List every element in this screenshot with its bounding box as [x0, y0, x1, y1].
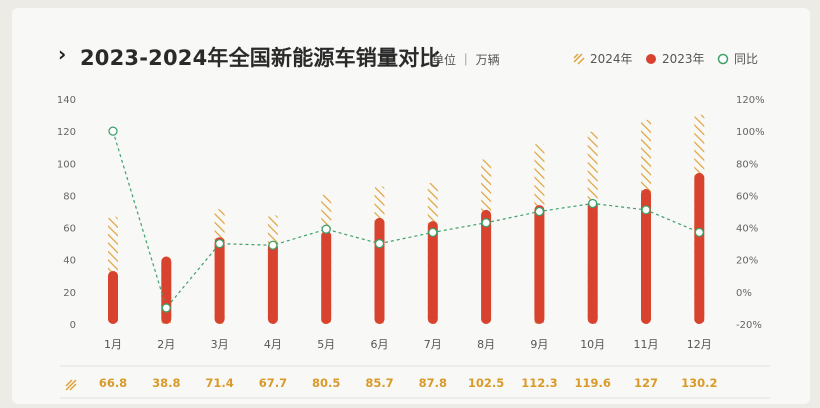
y-right-tick-label: 80%: [736, 159, 758, 170]
bar-2023: [161, 256, 172, 324]
value-label: 38.8: [152, 376, 180, 390]
title-chevron-icon: ›: [58, 42, 67, 66]
yoy-point: [161, 303, 171, 313]
yoy-point: [428, 227, 438, 238]
bar-2023: [267, 242, 278, 324]
yoy-point: [694, 227, 704, 238]
value-label: 67.7: [259, 376, 287, 390]
yoy-point: [481, 218, 491, 228]
legend-item-2024: 2024年: [573, 50, 633, 67]
y-right-tick-label: 60%: [736, 191, 758, 202]
y-right-tick-label: 0%: [736, 288, 752, 299]
yoy-point: [374, 238, 385, 249]
legend-label-2024: 2024年: [590, 52, 633, 66]
bar-2023: [374, 217, 385, 324]
x-tick-label: 6月: [371, 338, 389, 351]
y-right-tick-label: 40%: [736, 224, 758, 235]
bar-2023: [321, 230, 332, 324]
bar-2023: [641, 189, 651, 324]
chart-card: [12, 8, 810, 404]
bar-2023: [427, 221, 438, 324]
value-label: 66.8: [99, 376, 127, 390]
x-tick-label: 3月: [211, 338, 229, 351]
yoy-point: [214, 238, 225, 249]
bar-2023: [694, 172, 705, 324]
legend-item-2023: 2023年: [645, 50, 705, 67]
yoy-point: [321, 224, 331, 234]
value-label: 87.8: [419, 376, 447, 390]
y-right-tick-label: 20%: [736, 256, 758, 267]
legend-item-yoy: 同比: [717, 50, 758, 67]
unit-label: 单位 ｜ 万辆: [432, 53, 500, 67]
hatch-stroke: [65, 379, 77, 391]
y-left-tick-label: 40: [63, 256, 76, 267]
bar-2023: [587, 200, 598, 324]
x-tick-label: 5月: [317, 338, 335, 351]
yoy-point: [108, 126, 118, 136]
value-label: 80.5: [312, 376, 340, 390]
yoy-line: [112, 130, 700, 310]
value-label: 102.5: [468, 376, 504, 390]
bar-2023: [108, 270, 118, 324]
hatch-swatch-icon: [573, 52, 585, 65]
hatch-stroke: [65, 379, 73, 387]
value-label: 112.3: [521, 376, 557, 390]
x-tick-label: 11月: [634, 338, 659, 351]
chart-title: 2023-2024年全国新能源车销量对比: [80, 46, 441, 70]
x-tick-label: 1月: [104, 338, 122, 351]
value-label: 119.6: [575, 376, 611, 390]
bar-2023: [534, 205, 545, 324]
x-tick-label: 12月: [687, 338, 712, 351]
yoy-point: [641, 205, 651, 215]
value-label: 127: [634, 376, 658, 390]
y-left-tick-label: 100: [57, 159, 76, 170]
hatch-row-icon: [65, 379, 77, 391]
x-tick-label: 10月: [580, 338, 605, 351]
y-left-tick-label: 140: [57, 95, 76, 106]
x-tick-label: 8月: [477, 338, 495, 351]
y-right-tick-label: 120%: [736, 95, 765, 106]
bar-2023: [214, 237, 225, 324]
y-left-tick-label: 60: [63, 224, 76, 235]
red-dot-icon: [646, 53, 656, 64]
y-left-tick-label: 20: [63, 288, 76, 299]
hatch-stroke: [69, 383, 77, 391]
legend-label-2023: 2023年: [662, 52, 705, 66]
y-left-tick-label: 80: [63, 191, 76, 202]
x-tick-label: 9月: [530, 338, 548, 351]
y-left-tick-label: 0: [70, 320, 76, 331]
y-left-tick-label: 120: [57, 127, 76, 138]
value-label: 85.7: [365, 376, 393, 390]
x-tick-label: 2月: [157, 338, 175, 351]
yoy-point: [268, 240, 278, 250]
x-tick-label: 4月: [264, 338, 282, 351]
legend-label-yoy: 同比: [734, 52, 759, 66]
yoy-point: [534, 206, 545, 217]
bar-2023: [481, 209, 492, 324]
y-right-tick-label: -20%: [736, 320, 762, 331]
y-right-tick-label: 100%: [736, 127, 765, 138]
x-tick-label: 7月: [424, 338, 442, 351]
value-label: 130.2: [681, 376, 717, 390]
value-label: 71.4: [205, 376, 233, 390]
hollow-circle-icon: [717, 53, 729, 64]
yoy-point: [588, 198, 598, 209]
